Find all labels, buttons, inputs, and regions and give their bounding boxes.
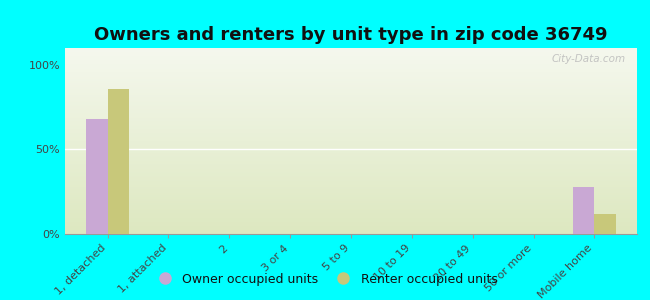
Bar <box>573 187 594 234</box>
Bar <box>108 88 129 234</box>
Bar <box>594 214 616 234</box>
Text: City-Data.com: City-Data.com <box>551 54 625 64</box>
Title: Owners and renters by unit type in zip code 36749: Owners and renters by unit type in zip c… <box>94 26 608 44</box>
Bar <box>86 119 108 234</box>
Legend: Owner occupied units, Renter occupied units: Owner occupied units, Renter occupied un… <box>148 268 502 291</box>
